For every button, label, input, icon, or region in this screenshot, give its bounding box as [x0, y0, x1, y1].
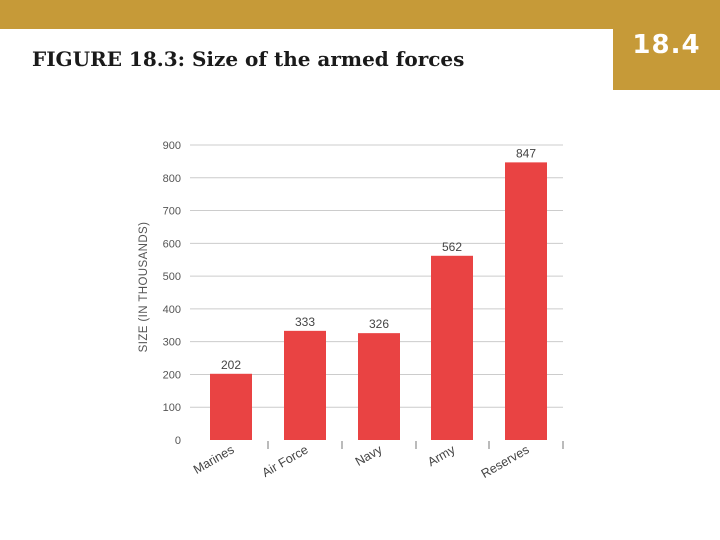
bar-army — [431, 255, 473, 440]
y-tick-label: 500 — [163, 271, 181, 283]
category-labels: Marines Air Force Navy Army Reserves — [191, 442, 532, 481]
bar-marines — [210, 373, 252, 440]
y-tick-label: 600 — [163, 238, 181, 250]
value-label: 333 — [295, 315, 315, 329]
category-label: Army — [425, 442, 458, 469]
y-tick-label: 300 — [163, 337, 181, 349]
y-axis-title: SIZE (IN THOUSANDS) — [138, 222, 150, 353]
category-label: Reserves — [479, 442, 532, 481]
bar-navy — [358, 333, 400, 440]
figure-title: FIGURE 18.3: Size of the armed forces — [32, 47, 465, 71]
value-label: 326 — [369, 317, 389, 331]
header-band — [0, 0, 720, 29]
bar-air-force — [284, 330, 326, 440]
y-tick-label: 0 — [175, 435, 181, 447]
bar-reserves — [505, 162, 547, 440]
y-tick-label: 800 — [163, 173, 181, 185]
x-ticks — [267, 441, 564, 449]
slide-number: 18.4 — [632, 30, 701, 60]
y-tick-label: 200 — [163, 369, 181, 381]
y-tick-label: 900 — [163, 140, 181, 152]
category-label: Air Force — [260, 442, 311, 479]
value-label: 847 — [516, 146, 536, 160]
y-tick-label: 100 — [163, 402, 181, 414]
y-tick-labels: 0 100 200 300 400 500 600 700 800 900 — [163, 140, 181, 447]
y-tick-label: 400 — [163, 304, 181, 316]
slide-number-badge: 18.4 — [613, 0, 720, 90]
category-label: Marines — [191, 442, 237, 476]
value-labels: 202 333 326 562 847 — [221, 146, 536, 371]
value-label: 202 — [221, 358, 241, 372]
category-label: Navy — [353, 442, 385, 469]
bars — [210, 162, 547, 440]
y-tick-label: 700 — [163, 206, 181, 218]
value-label: 562 — [442, 240, 462, 254]
